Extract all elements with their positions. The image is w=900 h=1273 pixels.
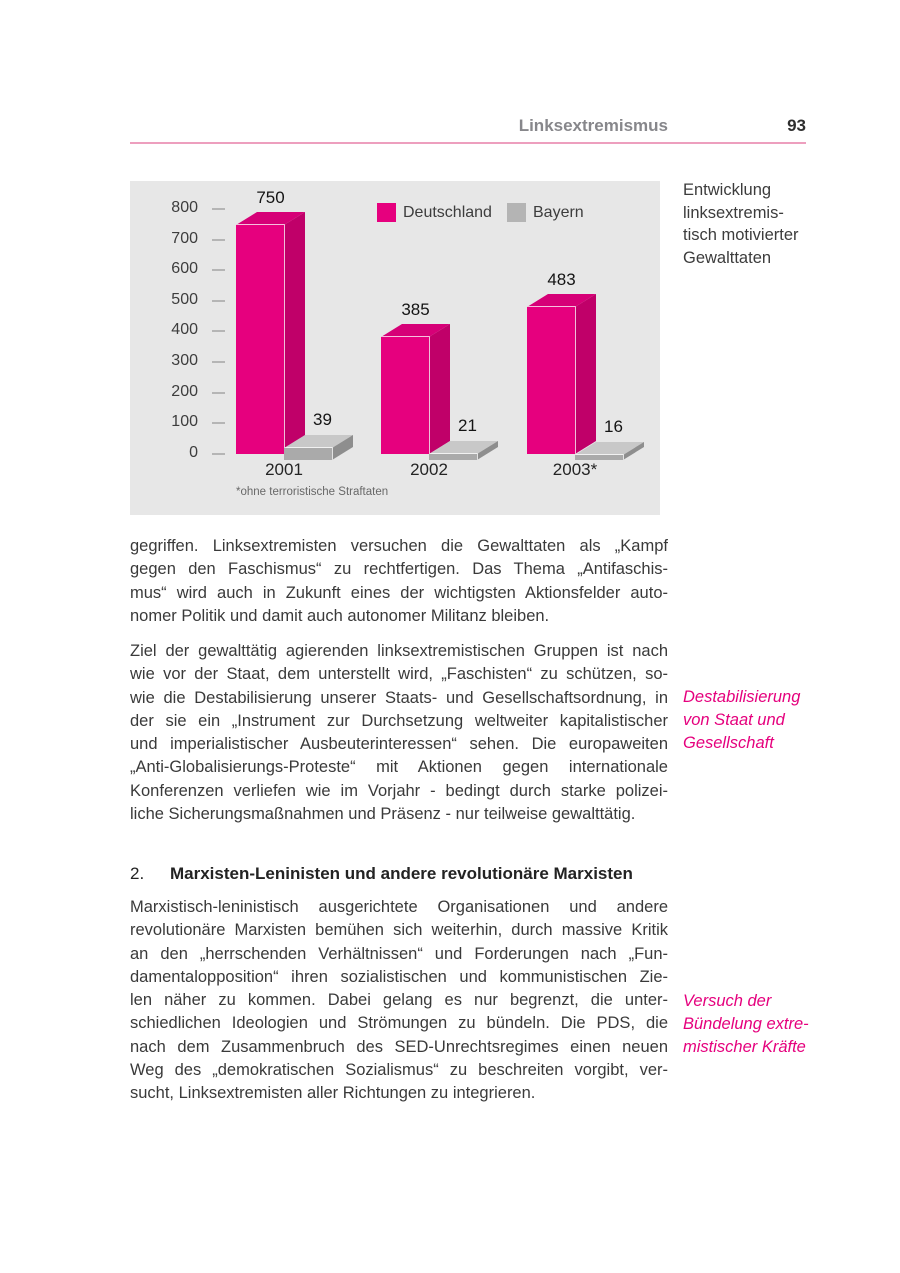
text-line: und imperialistischer Ausbeuterinteresse… [130,735,668,754]
text-line: wie die Destabilisierung unserer Staats-… [130,688,668,707]
paragraph: Ziel der gewalttätig agierenden linksext… [130,642,668,828]
text-line: Destabilisierung [683,688,801,706]
y-tick-mark [212,361,225,363]
text-line: Konferenzen verliefen wie im Vorjahr - b… [130,781,668,800]
text-line: Marxistisch-leninistisch ausgerichtete O… [130,898,668,916]
header-rule [130,142,806,144]
text-line: Bündelung extre- [683,1015,809,1033]
x-axis-label: 2002 [410,460,448,479]
bar-value-bayern: 39 [313,410,332,429]
header-page-number: 93 [787,116,806,135]
text-line: len näher zu kommen. Dabei gelang es nur… [130,991,668,1010]
y-axis-label: 100 [171,413,198,431]
y-axis-label: 800 [171,199,198,216]
y-tick-mark [212,422,225,425]
bar-front-bayern [575,455,623,460]
text-line: sucht, Linksextremisten aller Richtungen… [130,1084,536,1103]
chart-footnote: *ohne terroristische Straftaten [236,486,389,498]
legend-swatch-bayern [507,203,526,222]
y-axis-label: 200 [171,382,198,400]
header-section-title: Linksextremismus [518,116,668,135]
section-number: 2. [130,864,145,883]
text-line: Weg des „demokratischen Sozialismus“ zu … [130,1061,668,1080]
x-axis-label: 2003* [552,460,598,479]
bar-front-deutschland [381,337,429,454]
margin-note: Versuch der Bündelung extre-mistischer Kr… [683,990,863,1059]
text-line: mus“ wird auch in Zukunft eines der wich… [130,583,668,602]
bar-front-deutschland [527,307,575,454]
y-tick-mark [212,452,225,455]
bar-chart: 800 700 600 500 400 300 200 100 0 750 39 2001 385 21 2… [130,181,660,515]
y-tick-mark [212,269,225,272]
margin-note: Destabilisierung von Staat und Gesellschaf… [683,686,863,755]
text-line: gegen den Faschismus“ zu rechtfertigen. … [130,560,668,579]
chart-caption: Entwicklung linksextremis-tisch motiviert… [683,179,878,269]
text-line: von Staat und [683,711,785,729]
text-line: „Anti-Globalisierungs-Proteste“ mit Akti… [130,758,668,777]
paragraph: gegriffen. Linksextremisten versuchen di… [130,537,668,630]
legend-swatch-deutschland [377,203,396,222]
text-line: Gewalttaten [683,248,772,267]
text-line: mistischer Kräfte [683,1038,806,1056]
bar-value-deutschland: 385 [401,300,430,319]
y-axis-label: 600 [171,260,198,278]
y-tick-mark [212,208,225,210]
bar-front-deutschland [236,225,284,454]
text-line: gegriffen. Linksextremisten versuchen di… [130,537,668,555]
legend-label-bayern: Bayern [533,204,584,221]
y-tick-mark [212,299,225,302]
bar-front-bayern [284,448,332,460]
bar-value-deutschland: 750 [256,188,285,207]
y-axis-label: 700 [171,229,198,247]
y-axis-label: 400 [171,321,198,339]
bar-value-bayern: 16 [604,417,623,436]
paragraph: Marxistisch-leninistisch ausgerichtete O… [130,898,668,1108]
bar-value-bayern: 21 [458,416,477,435]
section-title: Marxisten-Leninisten und andere revoluti… [170,864,633,883]
text-line: tisch motivierter [683,226,799,245]
y-axis-label: 0 [189,443,198,461]
text-line: der sie ein „Instrument zur Durchsetzung… [130,711,668,730]
text-line: nomer Politik und damit auch autonomer M… [130,606,550,625]
x-axis-label: 2001 [265,460,303,479]
text-line: Ziel der gewalttätig agierenden linksext… [130,642,668,660]
legend-label-deutschland: Deutschland [403,204,492,221]
y-tick-mark [212,330,225,333]
text-line: liche Sicherungsmaßnahmen und Präsenz - … [130,805,636,824]
y-tick-mark [212,238,225,241]
text-line: nach dem Zusammenbruch des SED-Unrechtsr… [130,1037,668,1056]
text-line: revolutionäre Marxisten bemühen sich wei… [130,921,668,940]
text-line: Gesellschaft [683,734,774,752]
text-line: Versuch der [683,992,772,1010]
text-line: Entwicklung [683,181,772,199]
text-line: linksextremis- [683,203,784,222]
page-header: Linksextremismus 93 [130,116,806,138]
y-axis-label: 500 [171,290,198,308]
text-line: schiedlichen Ideologien und Strömungen z… [130,1014,668,1033]
y-axis-label: 300 [171,352,198,369]
text-line: damentalopposition“ ihren sozialistische… [130,967,668,986]
y-tick-mark [212,391,225,394]
bar-front-bayern [429,454,477,460]
chart-legend: Deutschland Bayern [130,203,660,223]
text-line: wie vor der Staat, dem unterstellt wird,… [130,665,668,684]
bar-value-deutschland: 483 [547,270,576,289]
text-line: an den „herrschenden Verhältnissen“ und … [130,944,668,963]
